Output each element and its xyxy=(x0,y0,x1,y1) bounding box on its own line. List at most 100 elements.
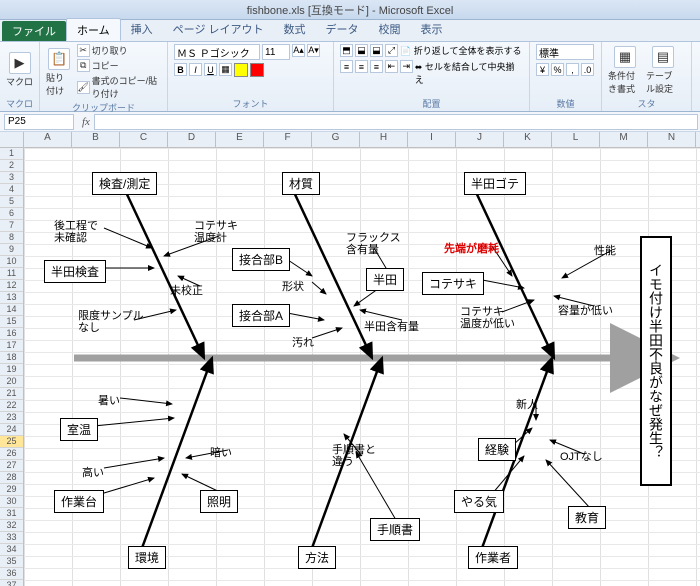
tab-0[interactable]: ホーム xyxy=(66,18,121,41)
column-headers: ABCDEFGHIJKLMN xyxy=(0,132,700,148)
align-left-button[interactable]: ≡ xyxy=(340,60,353,73)
row-header[interactable]: 14 xyxy=(0,304,23,316)
formula-input[interactable] xyxy=(94,114,698,130)
col-header[interactable]: N xyxy=(648,132,696,147)
row-header[interactable]: 23 xyxy=(0,412,23,424)
cut-button[interactable]: ✂切り取り xyxy=(77,44,161,57)
col-header[interactable]: B xyxy=(72,132,120,147)
grow-font-button[interactable]: A▴ xyxy=(292,44,305,57)
font-name-input[interactable] xyxy=(174,44,260,60)
font-size-input[interactable] xyxy=(262,44,290,60)
row-header[interactable]: 11 xyxy=(0,268,23,280)
row-header[interactable]: 16 xyxy=(0,328,23,340)
col-header[interactable]: J xyxy=(456,132,504,147)
col-header[interactable]: D xyxy=(168,132,216,147)
align-center-button[interactable]: ≡ xyxy=(355,60,368,73)
tab-6[interactable]: 表示 xyxy=(411,18,453,41)
row-header[interactable]: 1 xyxy=(0,148,23,160)
col-header[interactable]: L xyxy=(552,132,600,147)
format-painter-button[interactable]: 🖌書式のコピー/貼り付け xyxy=(77,74,161,100)
row-header[interactable]: 25 xyxy=(0,436,23,448)
comma-button[interactable]: , xyxy=(566,63,579,76)
col-header[interactable]: I xyxy=(408,132,456,147)
title-bar: fishbone.xls [互換モード] - Microsoft Excel xyxy=(0,0,700,20)
row-header[interactable]: 28 xyxy=(0,472,23,484)
row-header[interactable]: 12 xyxy=(0,280,23,292)
tab-4[interactable]: データ xyxy=(316,18,369,41)
font-color-button[interactable] xyxy=(250,63,264,77)
align-bot-button[interactable]: ⬓ xyxy=(370,44,383,57)
macro-button[interactable]: ▶マクロ xyxy=(6,52,33,88)
tab-1[interactable]: 挿入 xyxy=(121,18,163,41)
tab-5[interactable]: 校閲 xyxy=(369,18,411,41)
row-header[interactable]: 7 xyxy=(0,220,23,232)
align-right-button[interactable]: ≡ xyxy=(370,60,383,73)
row-header[interactable]: 32 xyxy=(0,520,23,532)
row-header[interactable]: 15 xyxy=(0,316,23,328)
name-box[interactable] xyxy=(4,114,74,130)
currency-button[interactable]: ¥ xyxy=(536,63,549,76)
underline-button[interactable]: U xyxy=(204,63,217,76)
row-header[interactable]: 22 xyxy=(0,400,23,412)
row-header[interactable]: 13 xyxy=(0,292,23,304)
row-header[interactable]: 9 xyxy=(0,244,23,256)
col-header[interactable]: C xyxy=(120,132,168,147)
percent-button[interactable]: % xyxy=(551,63,564,76)
border-button[interactable]: ▦ xyxy=(219,63,232,76)
col-header[interactable]: M xyxy=(600,132,648,147)
row-header[interactable]: 29 xyxy=(0,484,23,496)
col-header[interactable]: G xyxy=(312,132,360,147)
select-all-corner[interactable] xyxy=(0,132,24,147)
row-header[interactable]: 4 xyxy=(0,184,23,196)
merge-button[interactable]: ⬌ セルを結合して中央揃え xyxy=(415,60,523,86)
row-header[interactable]: 3 xyxy=(0,172,23,184)
row-header[interactable]: 31 xyxy=(0,508,23,520)
number-format-select[interactable] xyxy=(536,44,594,60)
orient-button[interactable]: ⤢ xyxy=(385,44,398,57)
row-header[interactable]: 26 xyxy=(0,448,23,460)
col-header[interactable]: E xyxy=(216,132,264,147)
wrap-button[interactable]: 📄 折り返して全体を表示する xyxy=(400,44,521,57)
italic-button[interactable]: I xyxy=(189,63,202,76)
row-header[interactable]: 21 xyxy=(0,388,23,400)
bold-button[interactable]: B xyxy=(174,63,187,76)
col-header[interactable]: A xyxy=(24,132,72,147)
align-top-button[interactable]: ⬒ xyxy=(340,44,353,57)
shrink-font-button[interactable]: A▾ xyxy=(307,44,320,57)
row-header[interactable]: 24 xyxy=(0,424,23,436)
paste-button[interactable]: 📋貼り付け xyxy=(46,48,73,97)
group-font-label: フォント xyxy=(174,96,327,110)
cond-format-button[interactable]: ▦条件付き書式 xyxy=(608,46,642,95)
col-header[interactable]: F xyxy=(264,132,312,147)
row-header[interactable]: 18 xyxy=(0,352,23,364)
group-clipboard-label: クリップボード xyxy=(46,100,161,114)
tab-2[interactable]: ページ レイアウト xyxy=(163,18,274,41)
row-header[interactable]: 2 xyxy=(0,160,23,172)
row-header[interactable]: 6 xyxy=(0,208,23,220)
tab-3[interactable]: 数式 xyxy=(274,18,316,41)
row-header[interactable]: 8 xyxy=(0,232,23,244)
table-format-button[interactable]: ▤テーブル設定 xyxy=(646,46,680,95)
row-header[interactable]: 35 xyxy=(0,556,23,568)
row-header[interactable]: 20 xyxy=(0,376,23,388)
indent-dec-button[interactable]: ⇤ xyxy=(385,60,398,73)
row-header[interactable]: 10 xyxy=(0,256,23,268)
col-header[interactable]: H xyxy=(360,132,408,147)
cells-area[interactable] xyxy=(24,148,700,586)
inc-dec-button[interactable]: .0 xyxy=(581,63,594,76)
file-tab[interactable]: ファイル xyxy=(2,21,66,41)
row-header[interactable]: 36 xyxy=(0,568,23,580)
row-header[interactable]: 17 xyxy=(0,340,23,352)
indent-inc-button[interactable]: ⇥ xyxy=(400,60,413,73)
row-header[interactable]: 5 xyxy=(0,196,23,208)
row-header[interactable]: 33 xyxy=(0,532,23,544)
copy-button[interactable]: ⧉コピー xyxy=(77,59,161,72)
row-header[interactable]: 30 xyxy=(0,496,23,508)
row-header[interactable]: 34 xyxy=(0,544,23,556)
row-header[interactable]: 19 xyxy=(0,364,23,376)
align-mid-button[interactable]: ⬓ xyxy=(355,44,368,57)
fill-color-button[interactable] xyxy=(234,63,248,77)
row-header[interactable]: 37 xyxy=(0,580,23,586)
col-header[interactable]: K xyxy=(504,132,552,147)
row-header[interactable]: 27 xyxy=(0,460,23,472)
